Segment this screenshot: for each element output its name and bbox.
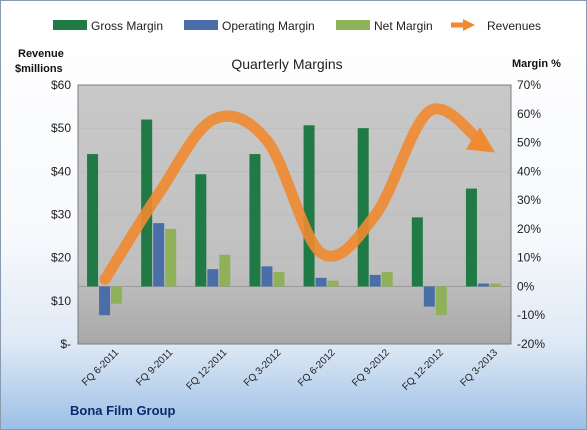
x-tick-label: FQ 6-2011 (80, 347, 121, 388)
legend-swatch-operating-margin (184, 20, 218, 30)
bar-gross-margin (195, 174, 207, 287)
y-left-ticks: $- $10 $20 $30 $40 $50 $60 (51, 78, 71, 351)
y-left-label-line1: Revenue (18, 48, 64, 60)
x-tick-label: FQ 3-2012 (242, 347, 284, 389)
revenue-series-line (99, 103, 496, 285)
y-right-tick-label: 20% (517, 222, 541, 236)
y-left-tick-label: $60 (51, 78, 71, 92)
company-name: Bona Film Group (70, 403, 176, 418)
bar-net-margin (111, 286, 123, 304)
y-left-tick-label: $10 (51, 294, 71, 308)
bar-gross-margin (357, 128, 369, 287)
legend-swatch-net-margin (336, 20, 370, 30)
y-right-tick-label: -10% (517, 308, 545, 322)
y-right-tick-label: 60% (517, 107, 541, 121)
x-tick-labels: FQ 6-2011 FQ 9-2011 FQ 12-2011 FQ 3-2012 FQ … (80, 347, 500, 393)
legend: Gross Margin Operating Margin Net Margin… (53, 18, 541, 33)
bar-operating-margin (153, 223, 165, 287)
bar-operating-margin (423, 286, 435, 307)
y-left-tick-label: $50 (51, 121, 71, 135)
bar-gross-margin (465, 188, 477, 287)
y-left-tick-label: $30 (51, 208, 71, 222)
y-right-tick-label: 50% (517, 136, 541, 150)
bar-net-margin (327, 280, 339, 287)
y-right-tick-label: 30% (517, 193, 541, 207)
bar-net-margin (273, 272, 285, 287)
x-tick-label: FQ 12-2012 (400, 347, 446, 393)
bar-gross-margin (87, 154, 99, 287)
y-right-tick-label: 0% (517, 279, 535, 293)
bar-operating-margin (207, 269, 219, 287)
y-right-tick-label: 10% (517, 251, 541, 265)
legend-swatch-gross-margin (53, 20, 87, 30)
x-tick-label: FQ 12-2011 (184, 347, 229, 392)
y-left-tick-label: $20 (51, 251, 71, 265)
bar-net-margin (489, 283, 501, 287)
y-left-tick-label: $40 (51, 164, 71, 178)
legend-label-operating-margin: Operating Margin (222, 19, 315, 33)
legend-label-revenues: Revenues (487, 19, 541, 33)
bar-net-margin (165, 228, 177, 287)
bar-net-margin (435, 286, 447, 316)
legend-label-net-margin: Net Margin (374, 19, 433, 33)
x-tick-label: FQ 3-2013 (458, 347, 500, 389)
bar-net-margin (219, 254, 231, 287)
chart-title: Quarterly Margins (231, 56, 342, 72)
bar-gross-margin (411, 217, 423, 287)
bar-gross-margin (249, 154, 261, 287)
y-left-label-line2: $millions (15, 63, 63, 75)
legend-label-gross-margin: Gross Margin (91, 19, 163, 33)
bar-operating-margin (315, 277, 327, 287)
y-right-ticks: -20% -10% 0% 10% 20% 30% 40% 50% 60% 70% (517, 78, 545, 351)
bar-net-margin (381, 272, 393, 287)
y-right-tick-label: -20% (517, 337, 545, 351)
y-left-tick-label: $- (60, 337, 71, 351)
y-right-label: Margin % (512, 58, 561, 70)
bar-operating-margin (99, 286, 111, 316)
x-tick-label: FQ 9-2012 (350, 347, 392, 389)
bar-operating-margin (261, 266, 273, 287)
revenue-line (99, 103, 496, 285)
y-right-tick-label: 70% (517, 78, 541, 92)
bar-operating-margin (369, 274, 381, 287)
x-tick-label: FQ 9-2011 (134, 347, 175, 388)
y-right-tick-label: 40% (517, 164, 541, 178)
bar-operating-margin (477, 283, 489, 287)
x-tick-label: FQ 6-2012 (296, 347, 338, 389)
bar-gross-margin (303, 125, 315, 287)
bars (87, 119, 501, 316)
